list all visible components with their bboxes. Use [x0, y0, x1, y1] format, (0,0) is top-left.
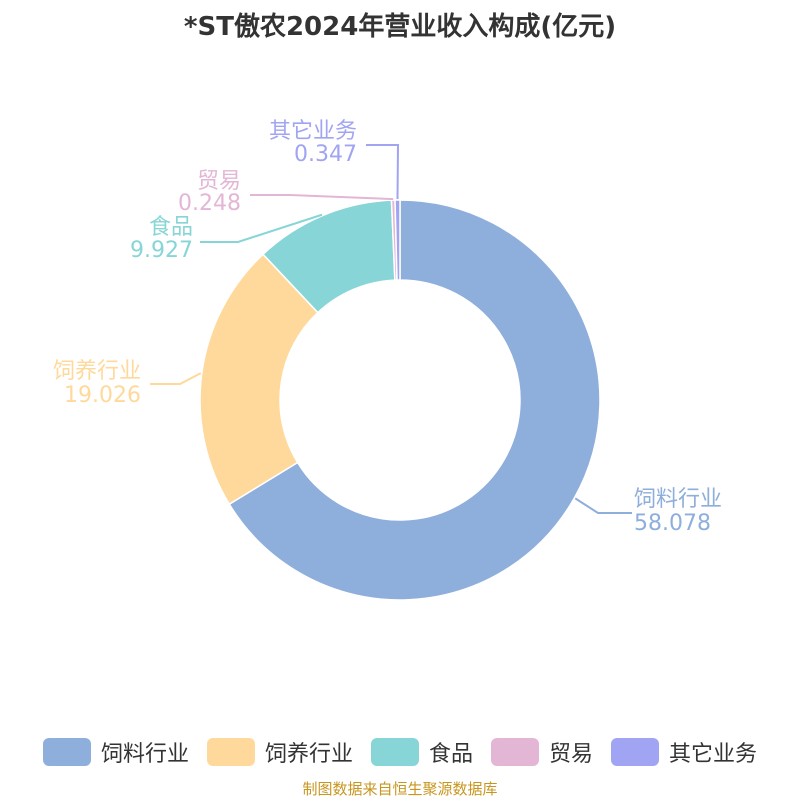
slice-name-other: 其它业务 [269, 119, 357, 144]
leader-line-feed [574, 497, 632, 514]
legend-swatch-food [370, 738, 419, 766]
legend-item-other[interactable]: 其它业务 [611, 736, 757, 768]
slice-other[interactable] [394, 199, 401, 281]
legend-label-feed: 饲料行业 [100, 742, 189, 767]
legend-label-other: 其它业务 [669, 742, 758, 767]
slice-name-breeding: 饲养行业 [53, 359, 141, 384]
slice-name-food: 食品 [149, 215, 193, 240]
leader-line-trade [250, 194, 394, 201]
leader-line-breeding [150, 372, 202, 385]
legend-item-trade[interactable]: 贸易 [491, 736, 593, 768]
slice-name-trade: 贸易 [197, 169, 241, 194]
leader-line-food [200, 213, 323, 243]
data-source-note: 制图数据来自恒生聚源数据库 [302, 780, 498, 798]
slice-value-breeding: 19.026 [64, 383, 141, 408]
slice-breeding[interactable] [199, 253, 319, 506]
slice-value-trade: 0.248 [178, 191, 241, 216]
legend-label-trade: 贸易 [549, 742, 594, 767]
chart-legend: 饲料行业 饲养行业 食品 贸易 其它业务 [0, 736, 800, 768]
legend-item-feed[interactable]: 饲料行业 [42, 736, 189, 768]
slice-value-other: 0.347 [294, 142, 357, 167]
legend-item-breeding[interactable]: 饲养行业 [206, 736, 353, 768]
slice-feed[interactable] [228, 199, 601, 601]
legend-swatch-trade [491, 738, 539, 766]
legend-label-breeding: 饲养行业 [264, 742, 353, 767]
legend-item-food[interactable]: 食品 [370, 736, 473, 768]
leader-line-other [366, 144, 400, 200]
slice-name-feed: 饲料行业 [634, 487, 722, 512]
slice-value-food: 9.927 [130, 238, 193, 263]
legend-swatch-breeding [206, 738, 255, 766]
legend-label-food: 食品 [428, 742, 473, 767]
slice-value-feed: 58.078 [634, 511, 711, 536]
chart-title: *ST傲农2024年营业收入构成(亿元) [183, 12, 617, 42]
legend-swatch-other [611, 738, 660, 766]
legend-swatch-feed [42, 738, 91, 766]
